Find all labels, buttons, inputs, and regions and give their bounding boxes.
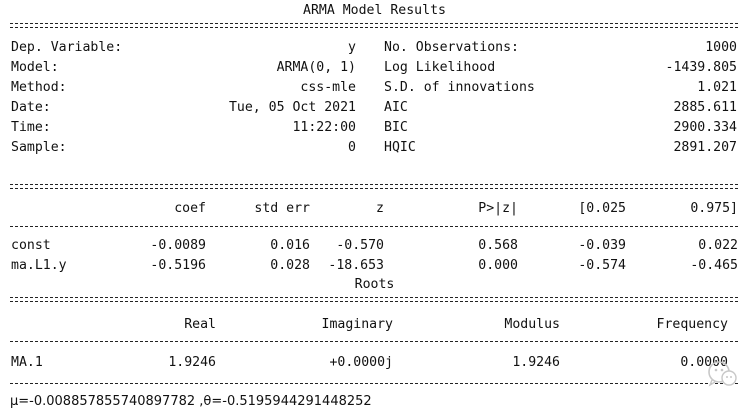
info-label: Method: [11,80,67,95]
info-value: -1439.805 [665,60,737,75]
table-cell: 0.022 [698,238,738,253]
rule-single [10,341,738,342]
info-label: S.D. of innovations [384,80,535,95]
info-label: Sample: [11,140,67,155]
coef-header: z [376,201,384,216]
roots-header: Frequency [656,317,728,332]
info-label: No. Observations: [384,40,519,55]
row-name: const [11,238,51,253]
info-value: y [348,40,356,55]
coef-header: coef [174,201,206,216]
table-cell: 1.9246 [512,355,560,370]
info-label: BIC [384,120,408,135]
row-name: ma.L1.y [11,258,67,273]
table-cell: -0.5196 [150,258,206,273]
info-value: 1000 [705,40,737,55]
table-cell: -0.574 [578,258,626,273]
table-cell: +0.0000j [329,355,393,370]
coef-header: 0.975] [690,201,738,216]
info-value: 2885.611 [673,100,737,115]
info-label: Date: [11,100,51,115]
info-label: HQIC [384,140,416,155]
info-label: AIC [384,100,408,115]
info-label: Log Likelihood [384,60,496,75]
roots-header: Imaginary [321,317,393,332]
rule-double [10,23,738,28]
rule-double [10,184,738,189]
info-value: css-mle [300,80,356,95]
row-name: MA.1 [11,355,43,370]
info-value: 2891.207 [673,140,737,155]
table-cell: 0.016 [270,238,310,253]
info-value: ARMA(0, 1) [276,60,356,75]
footer-output: μ=-0.008857855740897782 ,θ=-0.5195944291… [10,394,372,409]
info-label: Dep. Variable: [11,40,123,55]
rule-single [10,383,738,384]
table-cell: 0.568 [478,238,518,253]
table-cell: -0.039 [578,238,626,253]
table-cell: 0.0000 [680,355,728,370]
table-cell: 1.9246 [168,355,216,370]
info-label: Time: [11,120,51,135]
info-label: Model: [11,60,59,75]
table-cell: 0.000 [478,258,518,273]
coef-header: std err [254,201,310,216]
info-value: 0 [348,140,356,155]
info-value: Tue, 05 Oct 2021 [228,100,356,115]
coef-header: [0.025 [578,201,626,216]
rule-single [10,226,738,227]
table-cell: -0.570 [336,238,384,253]
roots-header: Real [184,317,216,332]
info-value: 1.021 [697,80,737,95]
results-title: ARMA Model Results [303,3,446,18]
table-cell: 0.028 [270,258,310,273]
info-value: 2900.334 [673,120,737,135]
roots-title: Roots [354,277,395,292]
table-cell: -0.0089 [150,238,206,253]
table-cell: -18.653 [328,258,384,273]
table-cell: -0.465 [690,258,738,273]
roots-header: Modulus [504,317,560,332]
wechat-logo-icon [703,354,743,394]
info-value: 11:22:00 [292,120,356,135]
rule-double [10,297,738,302]
coef-header: P>|z| [478,201,518,216]
